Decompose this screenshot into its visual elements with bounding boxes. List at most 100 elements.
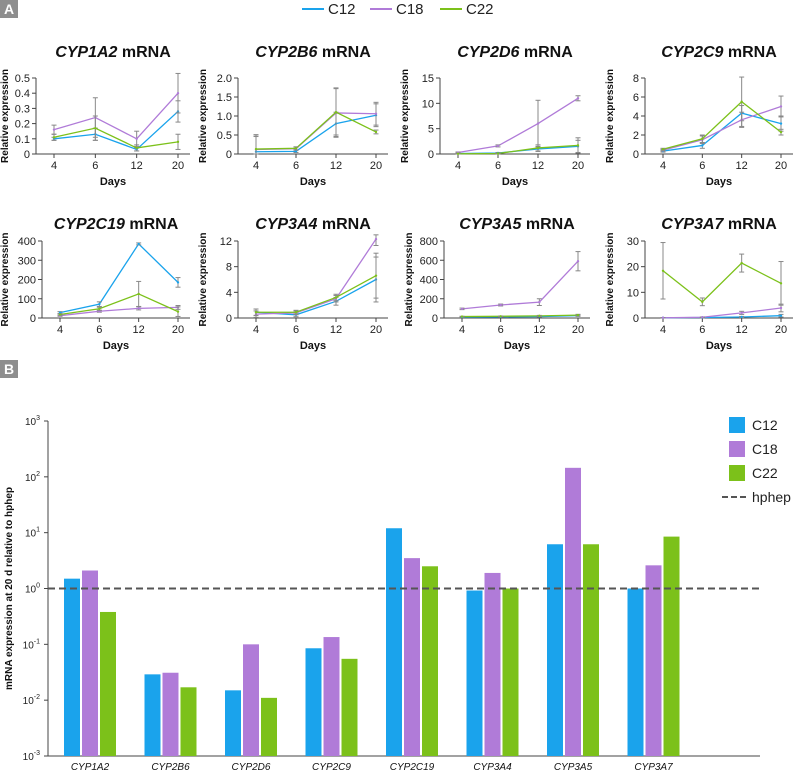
bar-c22 <box>502 588 519 756</box>
category-label: CYP2D6 <box>232 762 271 772</box>
x-tick-label: 12 <box>532 160 544 172</box>
y-tick-label: 4 <box>633 111 639 123</box>
x-tick-label: 20 <box>172 160 184 172</box>
data-point <box>98 307 101 310</box>
y-tick-label: 0 <box>633 149 639 161</box>
bar-c12 <box>547 544 563 756</box>
chart-title: CYP3A4 mRNA <box>255 216 371 233</box>
chart-title-suffix: mRNA <box>723 44 777 61</box>
x-tick-label: 12 <box>330 160 342 172</box>
y-tick-label: 100 <box>25 583 40 596</box>
legend-label-c12: C12 <box>328 1 356 18</box>
legend-label-c18: C18 <box>752 441 778 457</box>
x-tick-label: 6 <box>498 324 504 336</box>
x-tick-label: 6 <box>96 324 102 336</box>
series-line-c22 <box>662 100 782 150</box>
y-tick-label: 6 <box>633 92 639 104</box>
y-tick-base: 10 <box>25 473 37 484</box>
y-tick-label: 0 <box>432 313 438 325</box>
y-tick-base: 10 <box>23 640 35 651</box>
line-chart-cyp1a2: CYP1A2 mRNA 0 0.1 0.2 0.3 0.4 0.5 4 6 12 20 Days Rel… <box>0 44 190 188</box>
data-point <box>661 316 665 319</box>
data-point <box>740 315 743 319</box>
y-tick-label: 0.5 <box>217 130 232 142</box>
y-tick-label: 10 <box>422 98 434 110</box>
legend-swatch-c22 <box>729 465 745 481</box>
bar-c22 <box>583 544 599 756</box>
data-point <box>740 100 743 103</box>
category-label: CYP3A7 <box>634 762 673 772</box>
chart-title-suffix: mRNA <box>317 44 371 61</box>
data-point <box>176 310 180 313</box>
series-c12 <box>57 242 181 315</box>
x-axis-title: Days <box>100 176 126 188</box>
x-axis-title: Days <box>103 340 129 352</box>
bar-c12 <box>305 648 322 756</box>
y-axis-title: Relative expression <box>400 69 411 163</box>
y-axis-title: Relative expression <box>0 69 11 163</box>
data-point <box>58 313 62 316</box>
data-point <box>460 307 464 311</box>
category-label: CYP2C9 <box>312 762 351 772</box>
data-point <box>499 303 502 307</box>
data-point <box>779 282 783 285</box>
category-label: CYP3A5 <box>554 762 593 772</box>
legend-swatch-c18 <box>729 441 745 457</box>
data-point <box>98 302 101 306</box>
chart-title-gene: CYP2C9 <box>661 44 723 61</box>
data-point <box>137 292 140 296</box>
x-axis-title: Days <box>504 340 530 352</box>
y-tick-label: 30 <box>627 236 639 248</box>
y-tick-label: 0 <box>226 149 232 161</box>
x-tick-label: 20 <box>775 160 787 172</box>
series-line-c18 <box>59 306 179 317</box>
y-tick-exponent: 1 <box>36 527 40 534</box>
y-tick-label: 2 <box>633 130 639 142</box>
data-point <box>538 300 541 304</box>
bar-c18 <box>565 467 581 756</box>
x-tick-label: 6 <box>495 160 501 172</box>
chart-title-suffix: mRNA <box>117 44 171 61</box>
data-point <box>254 311 258 314</box>
chart-title-gene: CYP3A7 <box>661 216 724 233</box>
y-tick-base: 10 <box>25 529 37 540</box>
y-tick-label: 102 <box>25 471 40 484</box>
series-line-c18 <box>662 307 782 319</box>
chart-title-gene: CYP3A4 <box>255 216 317 233</box>
bar-c12 <box>627 588 644 756</box>
x-tick-label: 4 <box>660 324 666 336</box>
series-line-c22 <box>59 293 179 316</box>
bar-c22 <box>663 536 680 756</box>
bar-c22 <box>180 687 197 756</box>
data-point <box>334 296 338 299</box>
data-point <box>536 122 540 125</box>
data-point <box>779 314 783 317</box>
y-axis-title: Relative expression <box>0 233 11 327</box>
bar-group-cyp2b6: CYP2B6 <box>144 672 197 772</box>
panel-a-label: A <box>0 0 18 18</box>
series-line-c18 <box>255 238 377 315</box>
data-point <box>374 237 378 241</box>
y-tick-label: 8 <box>633 73 639 85</box>
y-tick-label: 5 <box>428 124 434 136</box>
series-c18 <box>51 72 181 147</box>
data-point <box>779 122 783 125</box>
chart-title-gene: CYP2B6 <box>255 44 317 61</box>
bar-group-cyp3a7: CYP3A7 <box>627 536 680 772</box>
chart-title: CYP1A2 mRNA <box>55 44 171 61</box>
legend-label-c22: C22 <box>752 465 778 481</box>
series-line-c12 <box>255 114 377 153</box>
line-chart-cyp2d6: CYP2D6 mRNA 0 5 10 15 4 6 12 20 Days Relative expr… <box>400 44 590 188</box>
x-tick-label: 12 <box>736 324 748 336</box>
chart-title: CYP2D6 mRNA <box>457 44 573 61</box>
y-tick-label: 400 <box>18 236 36 248</box>
legend-swatch-c12 <box>729 417 745 433</box>
data-point <box>538 314 541 318</box>
data-point <box>460 315 464 318</box>
data-point <box>496 144 500 148</box>
data-point <box>94 126 97 130</box>
panel-b-label: B <box>0 360 18 378</box>
